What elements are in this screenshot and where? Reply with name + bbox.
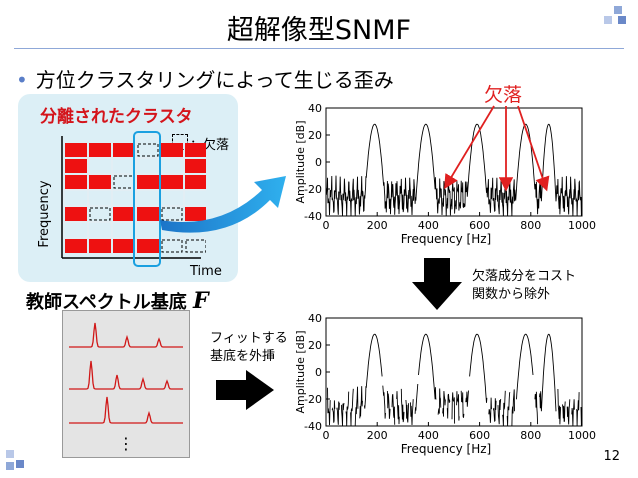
x-tick-label: 400 [418, 219, 439, 232]
selected-column-highlight [133, 131, 161, 267]
teacher-spectrum-line [69, 396, 183, 424]
cluster-cell-filled [185, 175, 206, 189]
cluster-x-label: Time [190, 264, 222, 279]
x-tick-label: 0 [323, 429, 330, 442]
cluster-cell-missing [161, 207, 183, 221]
y-tick-label: 20 [308, 339, 322, 352]
x-tick-label: 600 [469, 219, 490, 232]
bullet-text: • 方位クラスタリングによって生じる歪み [16, 68, 394, 92]
cluster-cell-filled [137, 207, 159, 221]
corner-decoration-bottom [6, 450, 36, 472]
missing-label: 欠落 [484, 84, 523, 106]
cluster-cell-missing [137, 143, 159, 157]
spectrum-line [326, 123, 582, 216]
cluster-cell-filled [89, 239, 111, 253]
y-tick-label: 20 [308, 129, 322, 142]
teacher-basis-label: 教師スペクトル基底 F [26, 288, 209, 314]
cluster-cell-filled [65, 207, 87, 221]
x-tick-label: 0 [323, 219, 330, 232]
x-tick-label: 200 [367, 219, 388, 232]
x-tick-label: 800 [520, 219, 541, 232]
title-divider [14, 48, 624, 49]
y-tick-label: 40 [308, 312, 322, 325]
cluster-panel-title: 分離されたクラスタ [40, 107, 193, 127]
cluster-cell-filled [113, 143, 135, 157]
cluster-cell-filled [113, 239, 135, 253]
right-arrow [216, 370, 274, 410]
cluster-cell-missing [113, 175, 135, 189]
y-tick-label: 0 [315, 366, 322, 379]
cluster-cell-filled [161, 143, 183, 157]
y-tick-label: -40 [304, 420, 322, 433]
cluster-cell-filled [65, 159, 87, 173]
x-tick-label: 600 [469, 429, 490, 442]
cluster-cell-filled [89, 143, 111, 157]
x-tick-label: 200 [367, 429, 388, 442]
cluster-cell-missing [89, 207, 111, 221]
cluster-cell-filled [65, 143, 87, 157]
x-axis-label: Frequency [Hz] [401, 442, 492, 456]
y-tick-label: 40 [308, 102, 322, 115]
teacher-basis-box: ⋮ [62, 310, 190, 458]
cluster-cell-filled [185, 143, 206, 157]
missing-arrows [444, 105, 550, 192]
x-tick-label: 1000 [568, 429, 596, 442]
teacher-spectrum-line [69, 360, 183, 390]
cluster-cell-filled [113, 207, 135, 221]
cluster-cell-empty [111, 221, 137, 239]
cluster-cell-filled [161, 175, 183, 189]
grid-cells [63, 143, 206, 253]
curved-arrow [160, 176, 286, 233]
cluster-cell-empty [63, 221, 89, 239]
y-tick-label: -40 [304, 210, 322, 223]
y-tick-label: 0 [315, 156, 322, 169]
cluster-cell-filled [89, 175, 111, 189]
cluster-cell-filled [65, 239, 87, 253]
teacher-spectra: ⋮ [69, 322, 183, 453]
x-tick-label: 400 [418, 429, 439, 442]
cluster-grid: Frequency [37, 131, 206, 267]
slide-title: 超解像型SNMF [226, 15, 412, 46]
cluster-cell-filled [137, 239, 159, 253]
cluster-cell-missing [185, 239, 206, 253]
teacher-ellipsis: ⋮ [118, 434, 134, 453]
down-arrow [412, 258, 462, 310]
remove-from-cost-text: 欠落成分をコスト 関数から除外 [472, 269, 577, 302]
cluster-cell-empty [87, 157, 113, 175]
cluster-cell-missing [161, 239, 183, 253]
cluster-cell-empty [87, 189, 113, 207]
corner-decoration-top [600, 6, 630, 26]
cluster-cell-empty [63, 189, 89, 207]
y-tick-label: -20 [304, 183, 322, 196]
page-number: 12 [603, 449, 620, 464]
x-tick-label: 1000 [568, 219, 596, 232]
y-axis-label: Amplitude [dB] [294, 331, 307, 414]
cluster-cell-filled [185, 207, 206, 221]
cluster-cell-filled [65, 175, 87, 189]
cluster-cell-empty [111, 189, 137, 207]
cluster-cell-empty [183, 189, 206, 207]
x-axis-label: Frequency [Hz] [401, 232, 492, 246]
y-tick-label: -20 [304, 393, 322, 406]
y-axis-label: Amplitude [dB] [294, 121, 307, 204]
cluster-cell-empty [111, 157, 137, 175]
extrapolate-text: フィットする 基底を外挿 [210, 331, 288, 364]
x-tick-label: 800 [520, 429, 541, 442]
cluster-cell-filled [185, 159, 206, 173]
cluster-cell-filled [137, 175, 159, 189]
cluster-cell-empty [87, 221, 113, 239]
teacher-spectrum-line [69, 322, 183, 348]
cluster-y-label: Frequency [37, 180, 52, 247]
spectrum-line [327, 333, 582, 426]
